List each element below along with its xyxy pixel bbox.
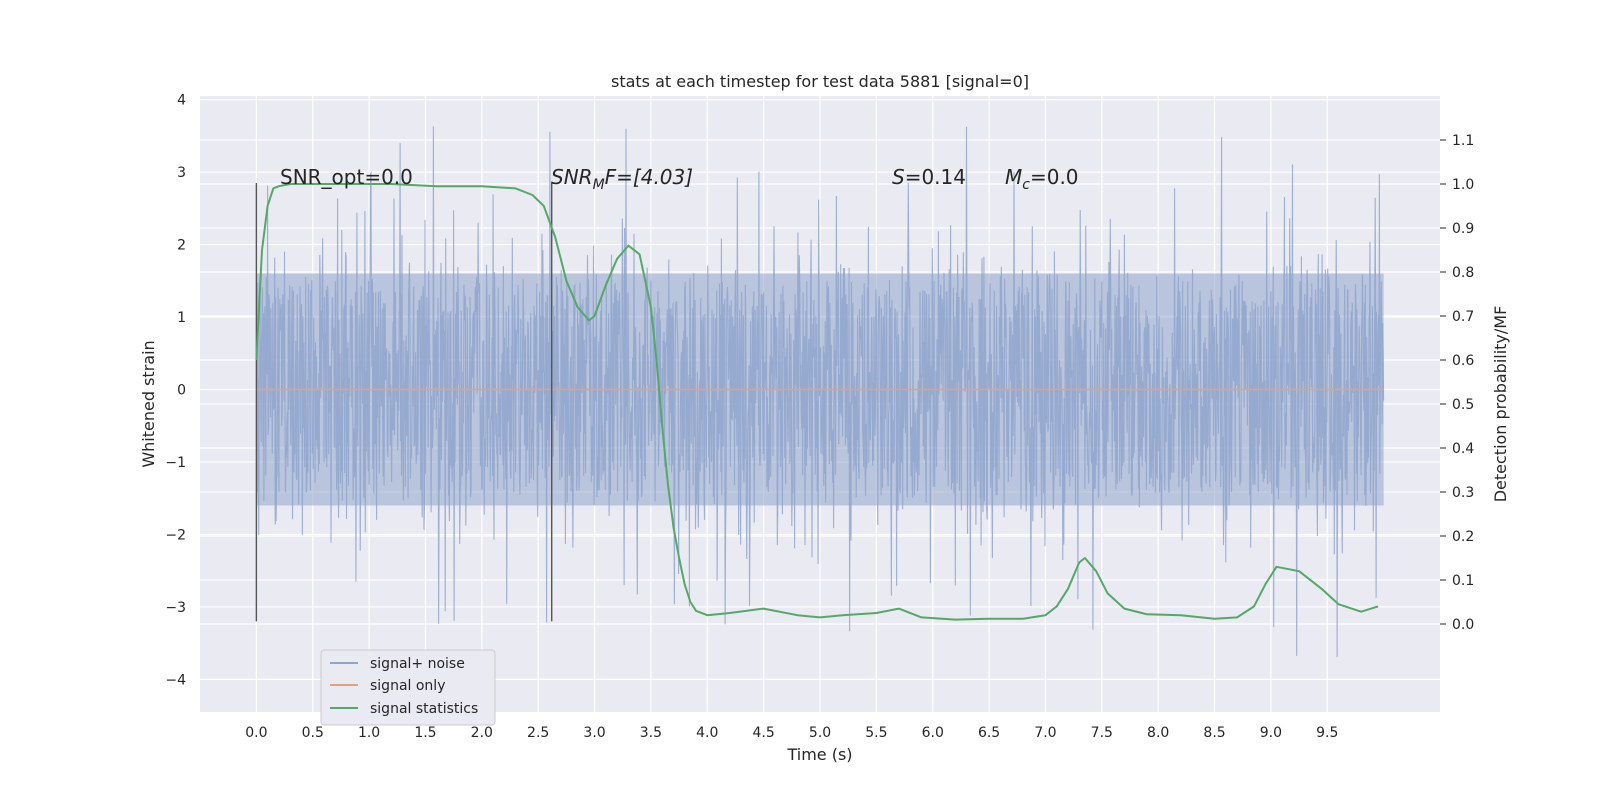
y-right-tick-label: 1.1 — [1452, 133, 1474, 149]
y-left-tick-label: 2 — [177, 238, 186, 254]
annotation-snr-opt: SNR_opt=0.0 — [280, 165, 413, 189]
x-tick-label: 8.5 — [1203, 725, 1225, 741]
y-left-tick-label: 0 — [177, 383, 186, 399]
series-signal-statistics — [255, 183, 1379, 621]
s-value: =0.14 — [905, 165, 966, 189]
x-tick-label: 7.5 — [1091, 725, 1113, 741]
snr-mf-prefix: SNR — [551, 165, 593, 189]
x-tick-label: 3.5 — [640, 725, 662, 741]
x-tick-label: 7.0 — [1034, 725, 1056, 741]
x-tick-label: 1.5 — [414, 725, 436, 741]
statistics-line — [255, 183, 1379, 621]
x-tick-label: 4.0 — [696, 725, 718, 741]
x-tick-label: 2.5 — [527, 725, 549, 741]
y-right-axis-label: Detection probability/MF — [1491, 306, 1510, 503]
x-tick-label: 1.0 — [358, 725, 380, 741]
annotation-mc: Mc=0.0 — [1005, 165, 1079, 193]
x-tick-label: 9.5 — [1316, 725, 1338, 741]
x-tick-label: 6.5 — [978, 725, 1000, 741]
x-tick-label: 3.0 — [583, 725, 605, 741]
snr-mf-sub: M — [593, 177, 605, 193]
y-left-tick-label: 1 — [177, 310, 186, 326]
legend-label-noise: signal+ noise — [370, 656, 465, 672]
x-tick-label: 6.0 — [922, 725, 944, 741]
x-tick-label: 2.0 — [471, 725, 493, 741]
y-right-tick-label: 0.9 — [1452, 221, 1474, 237]
x-tick-label: 0.0 — [245, 725, 267, 741]
vertical-markers — [255, 182, 553, 622]
x-tick-labels: 0.0 0.5 1.0 1.5 2.0 2.5 3.0 3.5 4.0 4.5 5.0 5.5 6.0 6… — [245, 725, 1338, 741]
y-right-tick-label: 0.4 — [1452, 441, 1474, 457]
y-right-tick-labels: 1.1 1.0 0.9 0.8 0.7 0.6 0.5 0.4 0.3 0.2 0.1 0.0 — [1440, 133, 1474, 633]
noise-trace — [255, 126, 1385, 658]
y-right-tick-label: 1.0 — [1452, 177, 1474, 193]
y-right-tick-label: 0.5 — [1452, 397, 1474, 413]
y-right-tick-label: 0.7 — [1452, 309, 1474, 325]
y-right-tick-label: 0.8 — [1452, 265, 1474, 281]
y-right-tick-label: 0.6 — [1452, 353, 1474, 369]
x-tick-label: 8.0 — [1147, 725, 1169, 741]
y-left-tick-labels: 4 3 2 1 0 −1 −2 −3 −4 — [165, 93, 186, 689]
x-tick-label: 4.5 — [753, 725, 775, 741]
y-left-axis-label: Whitened strain — [139, 340, 158, 467]
y-left-tick-label: −3 — [165, 600, 186, 616]
y-left-tick-label: 4 — [177, 93, 186, 109]
y-right-tick-label: 0.1 — [1452, 573, 1474, 589]
y-right-tick-label: 0.0 — [1452, 617, 1474, 633]
y-left-tick-label: −4 — [165, 672, 186, 688]
x-tick-label: 9.0 — [1260, 725, 1282, 741]
y-right-tick-label: 0.2 — [1452, 529, 1474, 545]
snr-mf-suffix: F=[4.03] — [605, 165, 693, 189]
legend-box — [320, 649, 496, 726]
legend-label-signal-only: signal only — [370, 678, 445, 694]
x-axis-label: Time (s) — [786, 745, 852, 764]
x-tick-label: 5.0 — [809, 725, 831, 741]
annotation-snr-mf: SNRMF=[4.03] — [551, 165, 693, 193]
annotation-s: S=0.14 — [892, 165, 966, 189]
x-tick-label: 0.5 — [302, 725, 324, 741]
y-left-tick-label: 3 — [177, 165, 186, 181]
legend-label-statistics: signal statistics — [370, 701, 478, 717]
y-right-tick-label: 0.3 — [1452, 485, 1474, 501]
x-tick-label: 5.5 — [865, 725, 887, 741]
chart-title: stats at each timestep for test data 588… — [611, 72, 1029, 91]
y-left-tick-label: −2 — [165, 527, 186, 543]
y-left-tick-label: −1 — [165, 455, 186, 471]
mc-value: =0.0 — [1030, 165, 1079, 189]
legend: signal+ noise signal only signal statist… — [320, 649, 496, 726]
